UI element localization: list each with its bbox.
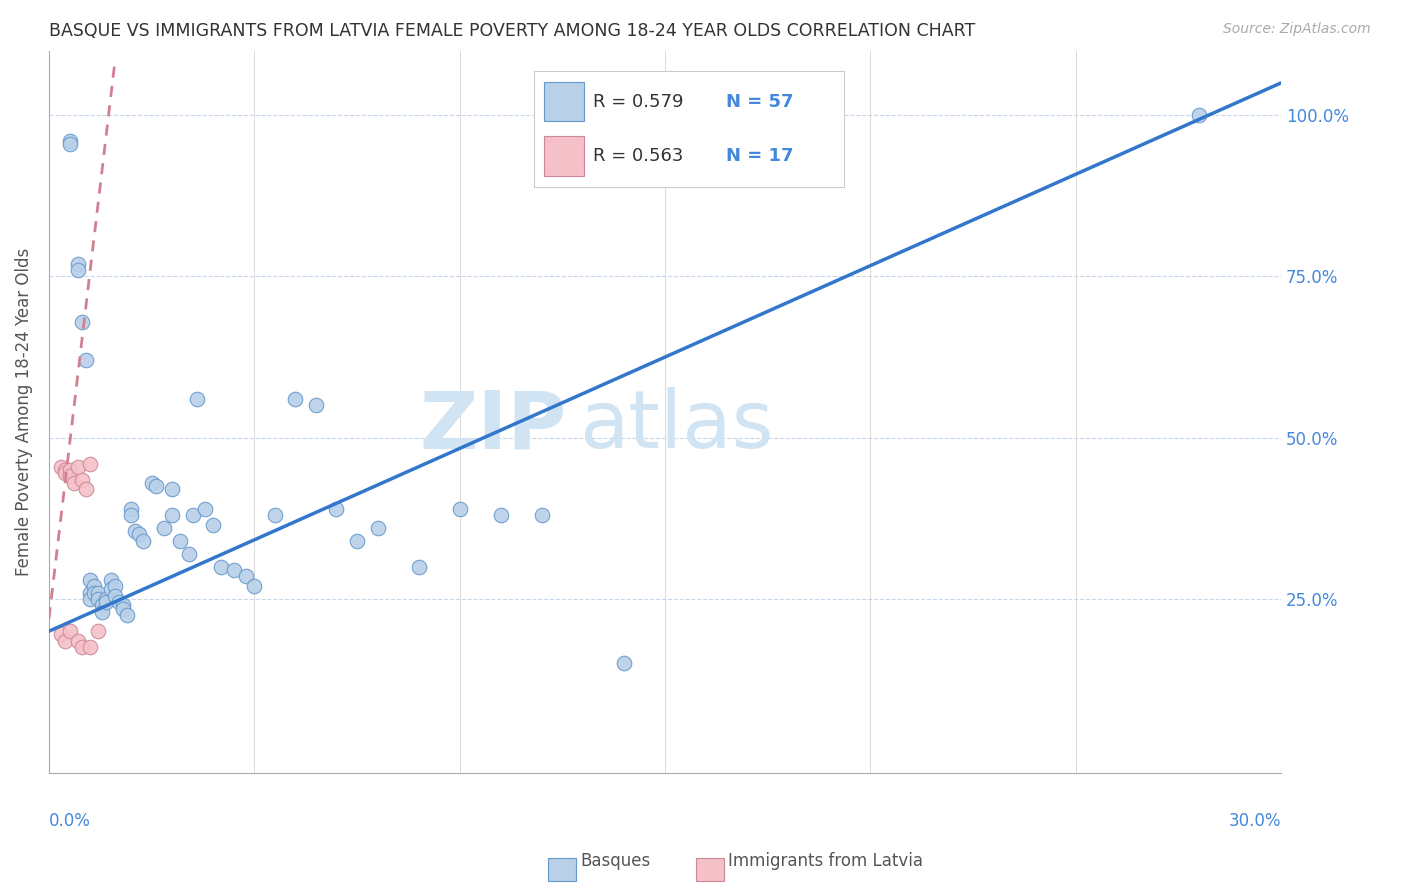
Text: Source: ZipAtlas.com: Source: ZipAtlas.com: [1223, 22, 1371, 37]
Point: [186, 392, 208, 406]
Point: [145, 479, 167, 493]
Point: [235, 569, 257, 583]
Point: [194, 501, 217, 516]
Point: [124, 524, 146, 539]
Point: [177, 547, 200, 561]
Point: [83, 585, 105, 599]
Point: [66, 256, 89, 270]
Point: [51, 627, 73, 641]
Point: [211, 559, 233, 574]
Point: [530, 508, 553, 522]
Point: [66, 459, 89, 474]
Point: [153, 521, 176, 535]
Point: [79, 457, 101, 471]
Point: [284, 392, 307, 406]
Point: [55, 634, 77, 648]
Text: R = 0.563: R = 0.563: [593, 147, 683, 165]
Point: [181, 508, 204, 522]
Point: [120, 501, 142, 516]
Text: BASQUE VS IMMIGRANTS FROM LATVIA FEMALE POVERTY AMONG 18-24 YEAR OLDS CORRELATIO: BASQUE VS IMMIGRANTS FROM LATVIA FEMALE …: [49, 22, 976, 40]
Point: [107, 595, 129, 609]
Point: [263, 508, 285, 522]
Point: [70, 315, 93, 329]
Point: [100, 573, 122, 587]
Point: [79, 592, 101, 607]
Text: Immigrants from Latvia: Immigrants from Latvia: [728, 852, 924, 870]
Point: [58, 463, 80, 477]
Point: [1188, 108, 1211, 122]
Point: [120, 508, 142, 522]
Point: [169, 533, 191, 548]
Point: [100, 582, 122, 597]
Point: [449, 501, 471, 516]
Point: [91, 599, 114, 613]
Point: [111, 599, 134, 613]
Bar: [544, 82, 583, 121]
Point: [75, 353, 97, 368]
Text: 0.0%: 0.0%: [49, 812, 91, 830]
Point: [111, 601, 134, 615]
Point: [243, 579, 266, 593]
Text: R = 0.579: R = 0.579: [593, 93, 683, 111]
Point: [58, 134, 80, 148]
Point: [79, 573, 101, 587]
Point: [408, 559, 430, 574]
Point: [51, 459, 73, 474]
Point: [222, 563, 245, 577]
Point: [96, 595, 118, 609]
Point: [79, 640, 101, 655]
Point: [79, 585, 101, 599]
Point: [104, 589, 127, 603]
Point: [366, 521, 388, 535]
Point: [91, 605, 114, 619]
Point: [62, 475, 84, 490]
Point: [55, 463, 77, 477]
Point: [83, 579, 105, 593]
Point: [87, 624, 110, 639]
Point: [58, 469, 80, 483]
Point: [202, 517, 225, 532]
Point: [66, 263, 89, 277]
Point: [141, 475, 163, 490]
Point: [55, 466, 77, 480]
Text: N = 57: N = 57: [725, 93, 793, 111]
Point: [87, 592, 110, 607]
Point: [489, 508, 512, 522]
Point: [70, 473, 93, 487]
Point: [346, 533, 368, 548]
Point: [58, 624, 80, 639]
Point: [66, 634, 89, 648]
Text: Basques: Basques: [581, 852, 651, 870]
Text: atlas: atlas: [579, 387, 773, 466]
Point: [613, 657, 636, 671]
Point: [87, 585, 110, 599]
Point: [132, 533, 155, 548]
Point: [96, 592, 118, 607]
Point: [104, 579, 127, 593]
Text: 30.0%: 30.0%: [1229, 812, 1281, 830]
Point: [160, 508, 183, 522]
Point: [75, 483, 97, 497]
Point: [70, 640, 93, 655]
Point: [305, 399, 328, 413]
Y-axis label: Female Poverty Among 18-24 Year Olds: Female Poverty Among 18-24 Year Olds: [15, 248, 32, 576]
Bar: [544, 136, 583, 176]
Point: [160, 483, 183, 497]
Text: ZIP: ZIP: [419, 387, 567, 466]
Text: N = 17: N = 17: [725, 147, 793, 165]
Point: [325, 501, 347, 516]
Point: [128, 527, 150, 541]
Point: [58, 137, 80, 152]
Point: [115, 608, 138, 623]
